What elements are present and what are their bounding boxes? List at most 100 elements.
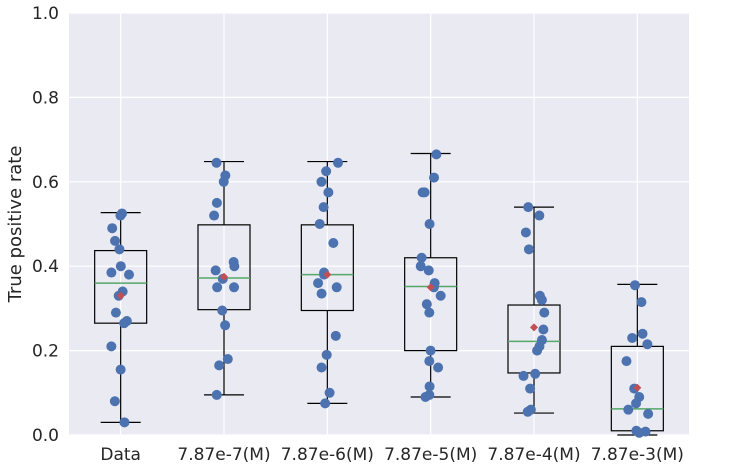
data-point [316, 362, 327, 373]
data-point [621, 356, 632, 367]
data-point [623, 404, 634, 415]
data-point [217, 305, 228, 316]
data-point [229, 282, 240, 293]
data-point [109, 396, 120, 407]
data-point [523, 202, 534, 213]
y-tick-label: 0.6 [32, 173, 59, 193]
data-point [425, 345, 436, 356]
data-point [107, 223, 118, 234]
data-point [211, 197, 222, 208]
data-point [321, 166, 332, 177]
data-point [637, 328, 648, 339]
data-point [110, 307, 121, 318]
data-point [115, 364, 126, 375]
data-point [538, 324, 549, 335]
data-point [534, 210, 545, 221]
data-point [316, 288, 327, 299]
data-point [218, 176, 229, 187]
data-point [212, 282, 223, 293]
data-point [415, 261, 426, 272]
y-tick-labels: 0.0 0.2 0.4 0.6 0.8 1.0 [32, 4, 59, 446]
data-point [106, 267, 117, 278]
data-point [210, 265, 221, 276]
data-point [117, 208, 128, 219]
mean-marker [530, 323, 538, 332]
data-point [520, 227, 531, 238]
data-point [110, 235, 121, 246]
data-point [114, 244, 125, 255]
data-point [209, 210, 220, 221]
data-point [433, 362, 444, 373]
data-point [419, 187, 430, 198]
data-point [421, 299, 432, 310]
y-tick-label: 0.4 [32, 257, 59, 277]
data-point [222, 354, 233, 365]
mean-marker [116, 291, 125, 300]
plot-background [69, 13, 689, 435]
x-tick-label: Data [100, 445, 141, 465]
data-point [523, 244, 534, 255]
data-point [636, 297, 647, 308]
x-tick-label: 7.87e-6(M) [281, 445, 374, 465]
data-point [321, 349, 332, 360]
data-point [115, 261, 126, 272]
x-tick-labels: Data 7.87e-7(M) 7.87e-6(M) 7.87e-5(M) 7.87e-… [100, 445, 684, 465]
data-point [423, 265, 434, 276]
data-point [627, 332, 638, 343]
data-point [211, 157, 222, 168]
x-tick-label: 7.87e-4(M) [487, 445, 580, 465]
x-tick-label: 7.87e-3(M) [591, 445, 684, 465]
box-iqr [300, 224, 354, 312]
data-point [211, 389, 222, 400]
data-point [328, 237, 339, 248]
mean-marker [633, 383, 642, 392]
data-point [416, 252, 427, 263]
data-point [642, 339, 653, 350]
y-axis-label: True positive rate [5, 146, 26, 304]
data-point [106, 341, 117, 352]
data-point [424, 356, 435, 367]
data-point [320, 398, 331, 409]
y-tick-label: 1.0 [32, 4, 59, 24]
mean-markers [116, 270, 642, 392]
data-point [331, 282, 342, 293]
data-point [229, 261, 240, 272]
data-point [431, 149, 442, 160]
x-tick-label: 7.87e-5(M) [384, 445, 477, 465]
data-point [629, 280, 640, 291]
data-point [539, 307, 550, 318]
y-tick-label: 0.8 [32, 88, 59, 108]
data-point [420, 392, 431, 403]
data-point [214, 360, 225, 371]
data-point [435, 290, 446, 301]
data-point [522, 406, 533, 417]
data-point [119, 318, 130, 329]
y-tick-label: 0.2 [32, 342, 59, 362]
data-point [220, 320, 231, 331]
data-point [424, 381, 435, 392]
data-point [318, 202, 329, 213]
data-point [313, 278, 324, 289]
data-point [536, 294, 547, 305]
data-point [316, 176, 327, 187]
data-point [333, 157, 344, 168]
data-point [532, 345, 543, 356]
data-point [525, 383, 536, 394]
data-point [323, 187, 334, 198]
data-point [424, 219, 435, 229]
mean-marker [220, 272, 228, 281]
y-tick-label: 0.0 [32, 426, 59, 446]
data-point [314, 219, 325, 229]
data-point [324, 387, 335, 398]
data-point [429, 172, 440, 183]
data-point [518, 370, 529, 381]
data-point [330, 330, 341, 341]
data-point [530, 368, 541, 379]
mean-marker [323, 270, 332, 279]
data-point [634, 427, 645, 438]
x-tick-label: 7.87e-7(M) [177, 445, 270, 465]
data-point [643, 408, 654, 419]
data-point [124, 269, 135, 280]
